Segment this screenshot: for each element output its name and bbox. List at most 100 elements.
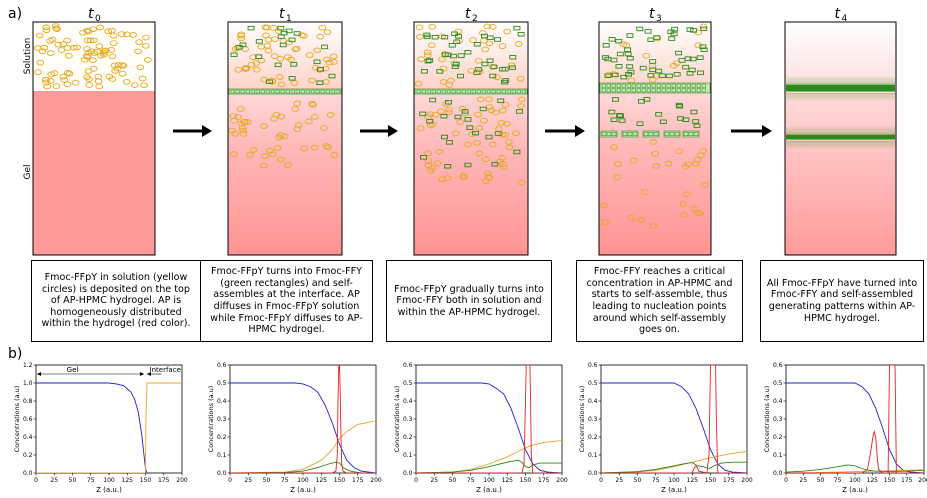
gel-label: Gel [23,164,33,179]
fmoc-ffpy-circle [495,125,503,132]
band-rectangle [601,131,607,136]
fmoc-ffpy-circle [503,28,511,35]
caption-t0: Fmoc-FFpY in solution (yellow circles) i… [31,260,201,342]
solution-region [33,22,155,91]
lower-pattern-band-fade [786,129,895,131]
band-rectangle [661,83,666,88]
band-rectangle [285,89,290,94]
fmoc-ffpy-circle [51,23,60,29]
fmoc-ffpy-circle [262,32,270,39]
fmoc-ffy-rectangle [636,121,644,126]
lower-pattern-band-fade [786,147,895,149]
fmoc-ffpy-circle [683,191,692,198]
band-rectangle [330,89,335,94]
band-rectangle [275,89,280,94]
fmoc-ffpy-circle [316,33,324,40]
fmoc-ffpy-circle [322,56,331,63]
band-rectangle [461,89,466,94]
band-rectangle [676,83,681,88]
fmoc-ffpy-circle [483,23,492,30]
fmoc-ffpy-circle [497,119,506,126]
series-group [230,365,376,473]
plot-area [35,364,183,474]
fmoc-ffy-rectangle [624,47,632,52]
x-tick-label: 200 [918,477,927,484]
gel-annotation: Gel [67,366,79,374]
y-tick-label: 0.2 [23,452,33,459]
y-tick-label: 0.6 [403,362,413,369]
fmoc-ffy-rectangle [288,37,296,43]
fmoc-ffpy-circle [664,160,673,167]
fmoc-ffpy-circle [325,59,334,66]
band-rectangle [511,89,516,94]
fmoc-ffpy-circle [95,43,104,50]
band-rectangle [606,88,611,93]
upper-pattern-band-fade [786,95,895,97]
x-tick-label: 75 [467,477,475,484]
upper-pattern-band-fade [786,76,895,78]
time-label-letter: t [465,6,471,22]
fmoc-ffy-rectangle [658,73,666,78]
fmoc-ffpy-circle [90,50,99,56]
band-rectangle [606,131,612,136]
band-rectangle [280,89,285,94]
upper-pattern-band-fade [786,94,895,96]
time-label-subscript: 4 [842,14,848,24]
band-rectangle [446,89,451,94]
fmoc-ffpy-circle [322,143,331,149]
series-line-green [416,459,562,473]
x-tick-label: 100 [103,477,115,484]
y-tick-label: 0.0 [403,470,413,477]
panel-label-a: a) [8,6,23,22]
fmoc-ffy-rectangle [644,29,652,34]
fmoc-ffpy-circle [445,106,453,113]
fmoc-ffy-rectangle [608,109,616,115]
fmoc-ffy-rectangle [677,116,684,121]
fmoc-ffpy-circle [89,57,97,64]
lower-pattern-band-fade [786,142,895,144]
fmoc-ffpy-circle [323,29,332,36]
fmoc-ffy-rectangle [673,72,681,77]
y-tick-label: 0.3 [217,416,227,423]
fmoc-ffpy-circle [118,62,127,68]
arrow-head-0 [202,125,212,137]
band-rectangle [669,131,675,136]
stage-t2 [413,21,529,256]
fmoc-ffpy-circle [447,77,455,84]
fmoc-ffy-rectangle [423,32,431,38]
band-rectangle [656,88,661,93]
fmoc-ffy-rectangle [466,125,474,130]
stage-t0 [32,21,156,256]
x-tick-label: 75 [652,477,660,484]
fmoc-ffy-rectangle [461,109,469,114]
fmoc-ffpy-circle [249,54,258,60]
fmoc-ffy-rectangle [479,106,487,112]
fmoc-ffpy-circle [239,130,248,137]
fmoc-ffpy-circle [63,45,72,51]
fmoc-ffpy-circle [134,48,142,55]
y-tick-label: 0.4 [403,398,413,405]
series-group [786,365,924,473]
fmoc-ffpy-circle [53,26,61,32]
fmoc-ffpy-circle [330,59,338,65]
x-tick-label: 100 [297,477,309,484]
band-rectangle [688,131,694,136]
series-group [416,365,562,473]
fmoc-ffpy-circle [54,41,63,48]
time-label-subscript: 1 [286,14,292,24]
band-rectangle [506,89,511,94]
band-rectangle [683,131,689,136]
fmoc-ffy-rectangle [317,67,324,72]
fmoc-ffpy-circle [140,82,148,89]
series-line-green [786,464,924,473]
y-tick-label: 0.0 [23,470,33,477]
fmoc-ffy-rectangle [255,39,263,44]
fmoc-ffpy-circle [627,214,636,221]
fmoc-ffpy-circle [270,116,278,122]
fmoc-ffpy-circle [474,111,482,118]
fmoc-ffpy-circle [423,52,432,59]
caption-text-t1: Fmoc-FFpY turns into Fmoc-FFY (green rec… [210,266,363,336]
y-tick-label: 1.2 [23,362,33,369]
y-tick-label: 0.1 [217,452,227,459]
fmoc-ffy-rectangle [626,64,634,69]
